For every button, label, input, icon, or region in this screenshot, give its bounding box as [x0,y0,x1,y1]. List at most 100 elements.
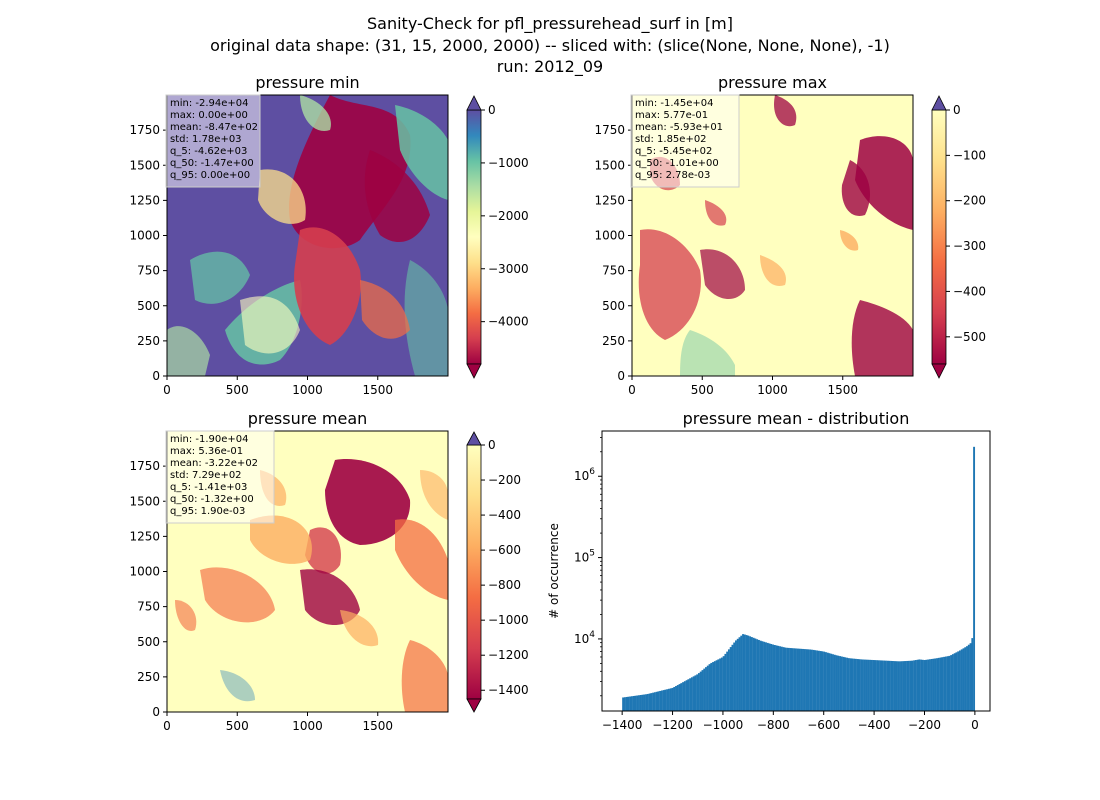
axes-title-hist: pressure mean - distribution [683,409,910,428]
histogram-bar [673,686,676,711]
histogram-bar [953,653,956,711]
histogram-bar [835,655,838,711]
histogram-bar [735,640,737,711]
y-tick-label: 1250 [594,193,625,207]
histogram-bar [682,682,685,711]
histogram-bar [899,661,901,711]
histogram-bar [918,659,921,711]
y-tick-label: 0 [152,705,160,719]
stat-line: min: -1.90e+04 [170,434,249,445]
stats-box-mean: min: -1.90e+04 max: 5.36e-01 mean: -3.22… [165,430,275,524]
histogram-bar [623,697,626,711]
histogram-bar [782,647,785,711]
histogram-bar [890,660,893,711]
histogram-bar [636,695,639,711]
colorbar-tick-label: −200 [488,473,521,487]
histogram-bar [897,661,900,711]
x-tick-label: −1200 [652,718,693,732]
histogram-bar [787,647,790,711]
histogram-bar [932,658,935,711]
histogram-bar [906,660,909,711]
stat-line: std: 1.78e+03 [170,134,242,145]
stat-line: mean: -8.47e+02 [170,122,258,133]
histogram-bar [770,644,773,711]
colorbar-tick-label: −600 [488,543,521,557]
histogram-bar [881,660,884,711]
stat-line: q_95: 0.00e+00 [170,170,250,181]
histogram-bar [927,659,930,711]
histogram-bar [736,638,739,711]
histogram-bar [648,693,651,711]
histogram-bar [659,690,662,711]
histogram-bar [668,688,670,711]
colorbar-min: 0 −1000 −2000 −3000 −4000 [466,95,529,379]
histogram-bar [971,638,974,711]
histogram-bar [710,662,713,711]
histogram-bar [703,668,706,711]
histogram-bar [726,651,729,711]
histogram-bar [780,646,783,711]
histogram-bar [828,653,831,711]
histogram-bar [879,660,882,711]
histogram-bar [664,689,667,711]
histogram-bar [951,654,954,711]
stat-line: q_5: -1.41e+03 [170,482,247,493]
histogram-bar [675,686,677,711]
colorbar-tick-label: −800 [488,578,521,592]
colorbar-mean: 0 −200 −400 −600 −800 −1000 −1200 −1400 [466,431,529,713]
y-axis-label-hist: # of occurrence [547,523,561,619]
histogram-bar [816,650,819,711]
histogram-bar [869,659,871,711]
histogram-bar [749,636,752,711]
axes-title-min: pressure min [255,73,359,92]
x-tick-label: 0 [628,383,636,397]
colorbar-tick-label: 0 [488,438,496,452]
colorbar-tick-label: −4000 [488,315,529,329]
histogram-bar [923,660,926,711]
histogram-bar [761,641,764,711]
histogram-bar [791,648,794,711]
histogram-bar [957,651,960,711]
histogram-bar [911,660,914,711]
y-tick-label: 1750 [129,123,160,137]
y-tick-label: 0 [152,369,160,383]
histogram-bar [839,656,841,711]
histogram-bar [860,659,863,711]
y-tick-label: 1000 [129,229,160,243]
histogram-bar [731,644,734,711]
histogram-bar [832,654,834,711]
histogram-bar [650,693,653,711]
histogram-bar [849,658,852,711]
x-tick-label: 1000 [757,383,788,397]
histogram-bar [826,652,829,711]
histogram-bar [904,661,907,711]
stat-line: max: 5.77e-01 [635,110,708,121]
histogram-bar [930,658,933,711]
histogram-bar [724,653,727,711]
histogram-bar [772,644,774,711]
histogram-bar [943,656,946,711]
histogram-bar [638,695,640,711]
histogram-bar [886,660,889,711]
histogram-bar [888,660,891,711]
x-tick-label: −600 [807,718,840,732]
histogram-bar [625,696,628,711]
histogram-bar [870,659,873,711]
histogram-bar [669,688,672,711]
histogram-bar [697,673,700,711]
histogram-bar [652,692,655,711]
histogram-bar [851,658,854,711]
histogram-bar [784,647,787,711]
histogram-bar [939,657,942,711]
histogram-bar [719,658,722,711]
histogram-bar [765,642,767,711]
figure-title-line-2: original data shape: (31, 15, 2000, 2000… [210,36,890,55]
histogram-bar [798,648,801,711]
stat-line: q_50: -1.32e+00 [170,494,254,505]
histogram-bar [969,643,972,711]
x-tick-label: 1500 [362,383,393,397]
histogram-bar [929,659,931,711]
histogram-bar [944,656,947,711]
histogram-bar [854,658,857,711]
histogram-bar [740,635,743,711]
